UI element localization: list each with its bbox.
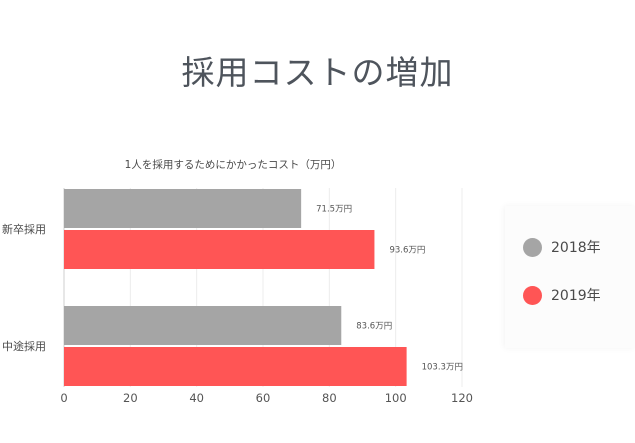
category-label: 新卒採用 <box>2 222 46 236</box>
category-label: 中途採用 <box>2 339 46 353</box>
data-label: 103.3万円 <box>422 363 463 373</box>
bar-2019年-中途採用 <box>64 347 407 386</box>
x-tick-labels: 0 20 40 60 80 100 120 <box>60 391 473 405</box>
legend-swatch-2019 <box>523 285 542 305</box>
x-tick-label: 20 <box>123 391 138 405</box>
x-tick-label: 0 <box>60 391 67 405</box>
legend: 2018年 2019年 <box>505 206 635 348</box>
x-tick-label: 120 <box>451 391 473 405</box>
legend-item-2019: 2019年 <box>523 284 601 306</box>
legend-label-2018: 2018年 <box>551 240 601 256</box>
bar-2019年-新卒採用 <box>64 230 375 269</box>
bar-2018年-中途採用 <box>64 306 342 345</box>
legend-swatch-2018 <box>523 237 542 257</box>
x-tick-label: 60 <box>256 391 271 405</box>
data-labels: 71.5万円 93.6万円 83.6万円 103.3万円 <box>316 205 463 373</box>
bar-2018年-新卒採用 <box>64 189 302 228</box>
data-label: 93.6万円 <box>389 246 425 256</box>
chart-title: 1人を採用するためにかかったコスト（万円） <box>125 158 342 171</box>
legend-item-2018: 2018年 <box>523 236 601 258</box>
page-title: 採用コストの増加 <box>181 53 454 92</box>
legend-label-2019: 2019年 <box>551 288 601 304</box>
x-tick-label: 40 <box>189 391 204 405</box>
x-tick-label: 80 <box>322 391 337 405</box>
x-tick-label: 100 <box>385 391 407 405</box>
bars <box>64 189 407 386</box>
data-label: 71.5万円 <box>316 205 352 215</box>
data-label: 83.6万円 <box>356 322 392 332</box>
